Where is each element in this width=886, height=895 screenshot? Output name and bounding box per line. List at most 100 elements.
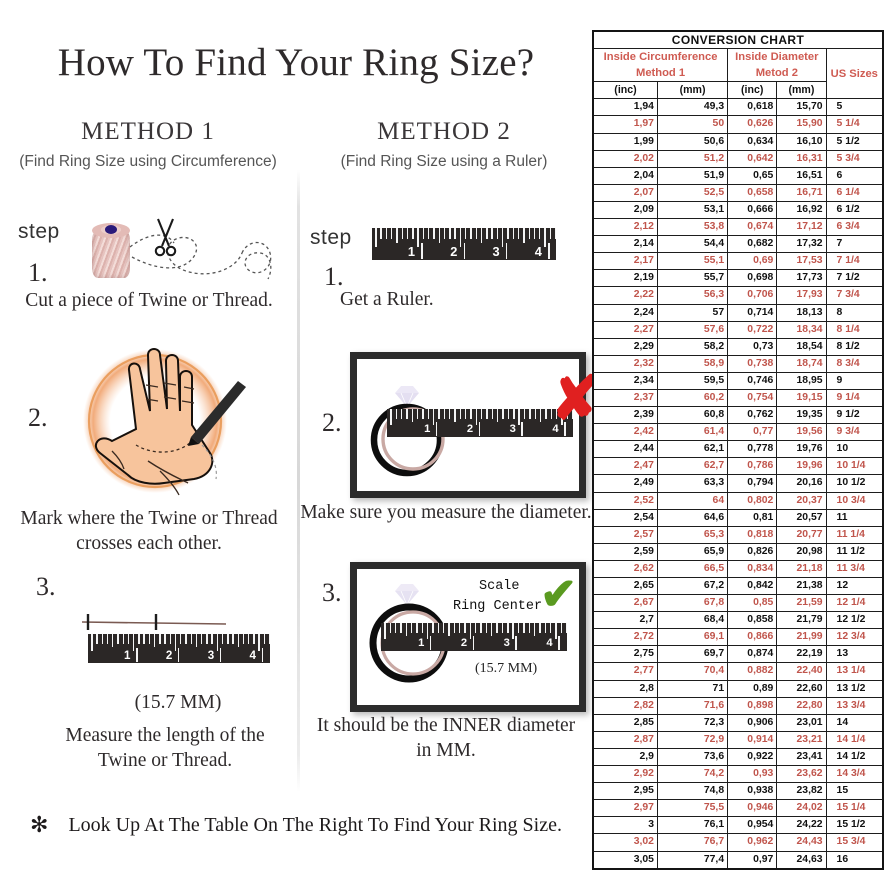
ruler-tick bbox=[548, 243, 550, 260]
ruler-tick bbox=[435, 422, 438, 437]
ruler-tick bbox=[132, 634, 135, 651]
table-cell: 62,1 bbox=[656, 440, 729, 459]
table-cell: 2,59 bbox=[592, 542, 658, 561]
ruler-tick bbox=[394, 623, 397, 633]
table-cell: 16,71 bbox=[776, 183, 827, 202]
ruler-tick bbox=[528, 623, 530, 633]
hand-with-pen-icon bbox=[60, 333, 265, 508]
table-cell: 53,1 bbox=[656, 200, 729, 220]
table-cell: 73,6 bbox=[656, 747, 729, 767]
table-cell: 5 bbox=[825, 98, 884, 117]
table-row: 3,05 77,4 0,97 24,63 16 bbox=[592, 850, 884, 870]
ruler-tick bbox=[555, 623, 557, 640]
ruler-tick bbox=[380, 228, 382, 239]
ruler-tick bbox=[91, 634, 93, 651]
ruler-icon: 1 2 3 4 bbox=[372, 228, 556, 260]
ruler-tick bbox=[432, 623, 434, 633]
ruler-tick bbox=[502, 409, 504, 419]
table-cell: 18,95 bbox=[776, 371, 827, 390]
table-row: 2,82 71,6 0,898 22,80 13 3/4 bbox=[592, 696, 884, 715]
table-row: 2,12 53,8 0,674 17,12 6 3/4 bbox=[592, 218, 884, 237]
table-cell: 22,40 bbox=[776, 662, 827, 681]
table-cell: 2,54 bbox=[592, 508, 658, 527]
table-cell: 0,714 bbox=[727, 303, 778, 322]
table-row: 2,85 72,3 0,906 23,01 14 bbox=[592, 713, 884, 732]
table-cell: 7 1/2 bbox=[825, 269, 884, 288]
method-2-step-3-measure: (15.7 MM) bbox=[475, 661, 538, 676]
ruler-tick bbox=[505, 243, 508, 260]
table-cell: 17,73 bbox=[776, 269, 827, 288]
ruler-tick bbox=[227, 634, 229, 644]
table-cell: 0,706 bbox=[727, 286, 778, 305]
table-cell: 0,674 bbox=[727, 218, 778, 237]
ruler-number: 3 bbox=[492, 244, 500, 259]
table-cell: 2,72 bbox=[592, 628, 658, 647]
table-row: 2,39 60,8 0,762 19,35 9 1/2 bbox=[592, 406, 884, 425]
ruler-tick bbox=[138, 634, 140, 644]
table-cell: 18,74 bbox=[776, 354, 827, 373]
table-row: 2,22 56,3 0,706 17,93 7 3/4 bbox=[592, 286, 884, 305]
ruler-number: 3 bbox=[207, 648, 215, 662]
table-cell: 54,4 bbox=[656, 235, 729, 254]
table-cell: 2,77 bbox=[592, 662, 658, 681]
method-1-step-3-caption-line2: Twine or Thread. bbox=[97, 750, 233, 771]
table-cell: 21,38 bbox=[776, 576, 827, 596]
ruler-tick bbox=[242, 634, 245, 644]
table-cell: 2,12 bbox=[592, 218, 658, 237]
ruler-tick bbox=[496, 228, 499, 239]
ruler-tick bbox=[433, 228, 435, 239]
method-2-subtitle: (Find Ring Size using a Ruler) bbox=[340, 153, 548, 170]
ruler-tick bbox=[512, 228, 515, 239]
ruler-tick bbox=[521, 422, 523, 437]
ruler-tick bbox=[416, 409, 419, 419]
table-cell: 8 bbox=[825, 303, 884, 322]
table-row: 2,65 67,2 0,842 21,38 12 bbox=[592, 576, 884, 596]
table-head: CONVERSION CHART Inside Circumference Me… bbox=[592, 30, 884, 100]
ruler-tick bbox=[549, 228, 552, 239]
table-cell: 67,2 bbox=[656, 576, 729, 596]
table-row: 1,97 50 0,626 15,90 5 1/4 bbox=[592, 115, 884, 134]
table-cell: 2,85 bbox=[592, 713, 658, 732]
method-2-step-word: step bbox=[310, 226, 352, 249]
table-cell: 10 bbox=[825, 440, 884, 459]
ruler-tick bbox=[443, 409, 446, 419]
table-cell: 2,29 bbox=[592, 337, 658, 356]
ruler-tick bbox=[427, 409, 429, 419]
table-cell: 0,698 bbox=[727, 269, 778, 288]
table-cell: 6 1/4 bbox=[825, 183, 884, 202]
table-cell: 61,4 bbox=[656, 423, 729, 442]
table-cell: 0,666 bbox=[727, 200, 778, 220]
ruler-icon: 1 2 3 4 bbox=[381, 623, 567, 651]
ruler-tick bbox=[221, 634, 224, 644]
table-cell: 1,99 bbox=[592, 132, 658, 151]
ruler-tick bbox=[544, 623, 546, 633]
table-cell: 69,1 bbox=[656, 628, 729, 647]
table-row: 2,92 74,2 0,93 23,62 14 3/4 bbox=[592, 765, 884, 784]
ruler-tick bbox=[481, 409, 483, 419]
table-cell: 0,866 bbox=[727, 628, 778, 647]
ruler-tick bbox=[486, 228, 488, 239]
ruler-tick bbox=[496, 623, 498, 633]
method-1-step-2-number: 2. bbox=[28, 403, 48, 432]
table-cell: 11 1/2 bbox=[825, 542, 884, 561]
table-row: 2,29 58,2 0,73 18,54 8 1/2 bbox=[592, 337, 884, 356]
group-header-diameter-line1: Inside Diameter bbox=[735, 51, 819, 64]
method-1-step-3-caption-line1: Measure the length of the bbox=[65, 725, 265, 746]
table-row: 2,57 65,3 0,818 20,77 11 1/4 bbox=[592, 525, 884, 544]
table-cell: 65,9 bbox=[656, 542, 729, 561]
ruler-tick bbox=[469, 623, 472, 640]
ruler-tick bbox=[513, 409, 515, 419]
method-1-step-word: step bbox=[18, 220, 60, 243]
ruler-tick bbox=[528, 228, 530, 239]
method-1-subtitle: (Find Ring Size using Circumference) bbox=[19, 153, 277, 170]
table-cell: 74,8 bbox=[656, 782, 729, 801]
table-cell: 19,96 bbox=[776, 457, 827, 476]
table-cell: 22,19 bbox=[776, 645, 827, 664]
ruler-tick bbox=[411, 409, 413, 422]
ruler-tick bbox=[127, 634, 130, 644]
table-cell: 2,42 bbox=[592, 423, 658, 442]
ruler-tick bbox=[564, 422, 566, 437]
ruler-number: 4 bbox=[534, 244, 542, 259]
ruler-number: 4 bbox=[552, 423, 559, 435]
table-cell: 14 1/4 bbox=[825, 730, 884, 749]
